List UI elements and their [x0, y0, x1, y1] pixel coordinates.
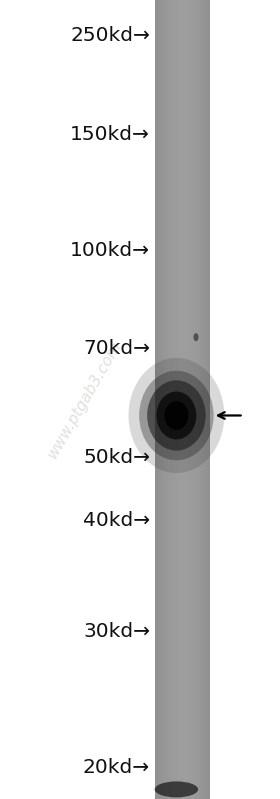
Bar	[201, 0, 202, 799]
Bar	[155, 0, 156, 799]
Text: 40kd→: 40kd→	[83, 511, 150, 530]
Bar	[187, 0, 188, 799]
Ellipse shape	[139, 371, 214, 460]
Bar	[161, 0, 162, 799]
Bar	[158, 0, 159, 799]
Bar	[199, 0, 200, 799]
Bar	[188, 0, 189, 799]
Text: 70kd→: 70kd→	[83, 339, 150, 358]
Bar	[203, 0, 204, 799]
Ellipse shape	[164, 401, 188, 430]
Bar	[200, 0, 201, 799]
Bar	[202, 0, 203, 799]
Bar	[190, 0, 191, 799]
Bar	[180, 0, 181, 799]
Bar	[185, 0, 186, 799]
Ellipse shape	[129, 358, 224, 473]
Text: 250kd→: 250kd→	[70, 26, 150, 45]
Bar	[164, 0, 165, 799]
Bar	[192, 0, 193, 799]
Text: 100kd→: 100kd→	[70, 241, 150, 260]
Bar	[156, 0, 157, 799]
Text: 150kd→: 150kd→	[70, 125, 150, 144]
Bar	[168, 0, 169, 799]
Bar	[195, 0, 196, 799]
Bar	[160, 0, 161, 799]
Bar	[204, 0, 206, 799]
Bar	[209, 0, 210, 799]
Bar	[191, 0, 192, 799]
Bar	[197, 0, 198, 799]
Bar	[171, 0, 172, 799]
Text: 50kd→: 50kd→	[83, 447, 150, 467]
Bar	[186, 0, 187, 799]
Bar	[196, 0, 197, 799]
Ellipse shape	[157, 392, 196, 439]
Text: 30kd→: 30kd→	[83, 622, 150, 641]
Bar	[176, 0, 177, 799]
Bar	[159, 0, 160, 799]
Bar	[179, 0, 180, 799]
Ellipse shape	[193, 333, 199, 341]
Bar	[163, 0, 164, 799]
Bar	[170, 0, 171, 799]
Ellipse shape	[147, 380, 206, 451]
Bar	[157, 0, 158, 799]
Bar	[206, 0, 207, 799]
Bar	[207, 0, 208, 799]
Text: 20kd→: 20kd→	[83, 757, 150, 777]
Bar	[189, 0, 190, 799]
Bar	[182, 0, 183, 799]
Bar	[198, 0, 199, 799]
Bar	[193, 0, 194, 799]
Bar	[166, 0, 167, 799]
Bar	[177, 0, 178, 799]
Bar	[178, 0, 179, 799]
Bar	[162, 0, 163, 799]
Bar	[172, 0, 173, 799]
Bar	[165, 0, 166, 799]
Bar	[208, 0, 209, 799]
Bar	[175, 0, 176, 799]
Text: www.ptgab3.com: www.ptgab3.com	[44, 338, 124, 461]
Ellipse shape	[155, 781, 198, 797]
Bar	[194, 0, 195, 799]
Bar	[169, 0, 170, 799]
Bar	[181, 0, 182, 799]
Bar	[173, 0, 174, 799]
Bar	[174, 0, 175, 799]
Bar	[183, 0, 185, 799]
Bar	[167, 0, 168, 799]
